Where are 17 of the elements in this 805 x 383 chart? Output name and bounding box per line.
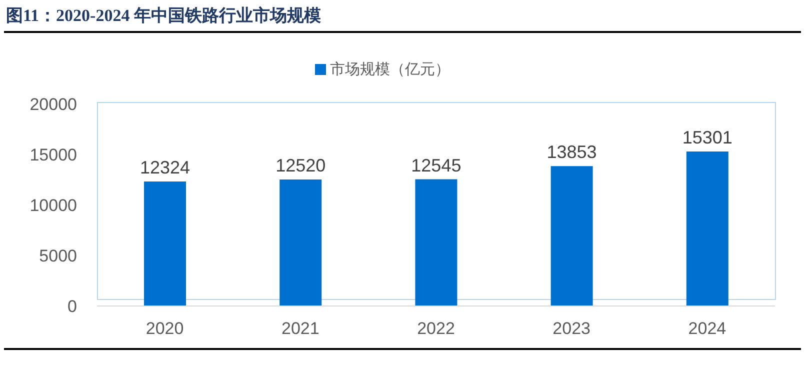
data-label: 12324 xyxy=(140,158,190,178)
y-tick-label: 0 xyxy=(68,297,77,316)
legend-label: 市场规模（亿元） xyxy=(330,60,450,78)
x-tick-label: 2022 xyxy=(417,319,455,338)
x-tick-label: 2023 xyxy=(552,319,591,338)
x-tick-label: 2024 xyxy=(688,319,726,338)
data-label: 13853 xyxy=(546,142,597,162)
data-label: 15301 xyxy=(682,127,732,148)
y-tick-label: 10000 xyxy=(30,196,77,216)
y-tick-label: 5000 xyxy=(39,246,77,266)
chart-title: 图11：2020-2024 年中国铁路行业市场规模 xyxy=(6,5,321,27)
x-tick-label: 2020 xyxy=(146,319,184,338)
x-tick-label: 2021 xyxy=(281,319,320,338)
data-label: 12520 xyxy=(276,156,326,176)
data-label: 12545 xyxy=(411,155,462,176)
y-tick-label: 20000 xyxy=(30,95,77,114)
y-tick-label: 15000 xyxy=(30,146,77,165)
